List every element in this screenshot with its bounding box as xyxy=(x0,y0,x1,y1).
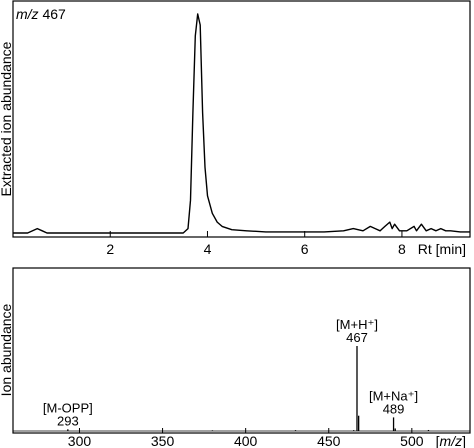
mass-spectrum-x-tick-label: 400 xyxy=(234,433,258,448)
mass-spectrum-x-tick-label: 500 xyxy=(400,433,424,448)
mass-spectrum-peaks xyxy=(13,346,470,432)
mass-spectrum-y-label: Ion abundance xyxy=(0,303,14,396)
chromatogram-y-label: Extracted ion abundance xyxy=(0,41,14,196)
mass-spectrum-x-label: [m/z] xyxy=(436,433,466,448)
peak-annotation-ion: [M+Na⁺] xyxy=(369,388,418,403)
chromatogram-x-label: Rt [min] xyxy=(418,241,466,257)
chromatogram-x-ticks: 2 4 6 8 xyxy=(106,231,406,257)
chromatogram-x-tick-label: 4 xyxy=(204,241,212,257)
peak-annotation-ion: [M+H⁺] xyxy=(336,317,378,332)
chromatogram-x-tick-label: 2 xyxy=(106,241,114,257)
peak-annotation-mz: 293 xyxy=(57,413,79,428)
chromatogram-series-line xyxy=(13,13,470,234)
peak-annotation-mz: 489 xyxy=(383,401,405,416)
mass-spectrum-chart: Ion abundance [m/z] 300 350 400 450 500 [M-O… xyxy=(0,267,471,448)
chromatogram-frame xyxy=(12,0,471,238)
chromatogram-x-tick-label: 6 xyxy=(301,241,309,257)
mass-spectrum-annotations: [M-OPP]293 [M+H⁺]467 [M+Na⁺]489 xyxy=(43,317,418,428)
chromatogram-chart: m/z 467 Extracted ion abundance Rt [min]… xyxy=(0,0,471,257)
mass-spectrum-x-tick-label: 450 xyxy=(317,433,341,448)
chromatogram-title: m/z 467 xyxy=(16,6,66,22)
mass-spectrum-x-ticks: 300 350 400 450 500 xyxy=(68,428,424,448)
peak-annotation-ion: [M-OPP] xyxy=(43,400,93,415)
peak-annotation-mz: 467 xyxy=(346,330,368,345)
chromatogram-x-tick-label: 8 xyxy=(398,241,406,257)
mass-spectrum-frame xyxy=(12,267,471,434)
mass-spectrum-x-tick-label: 300 xyxy=(68,433,92,448)
mass-spectrum-x-tick-label: 350 xyxy=(151,433,175,448)
